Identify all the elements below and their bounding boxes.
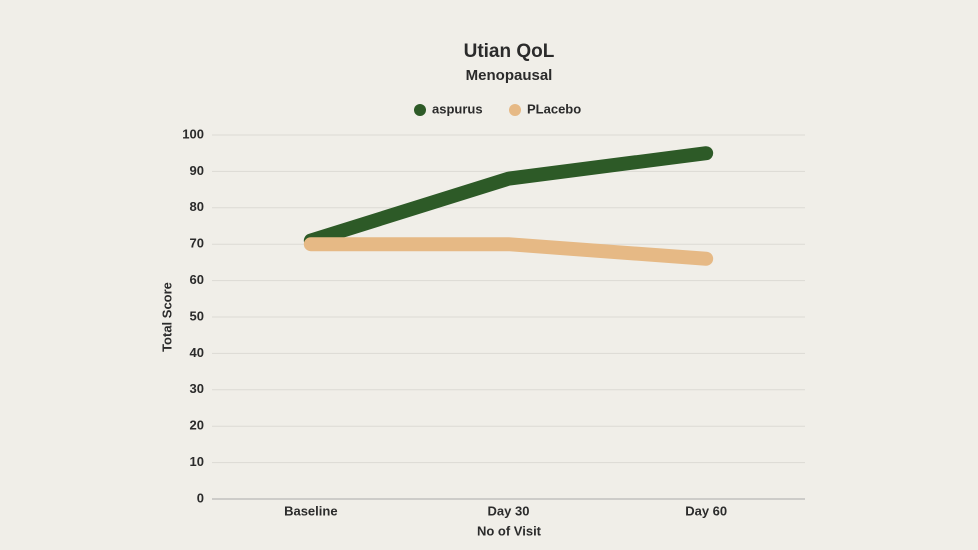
series-line: [303, 146, 714, 248]
y-axis-label: Total Score: [159, 282, 174, 352]
x-axis-label: No of Visit: [477, 523, 542, 538]
legend-marker: [414, 104, 426, 116]
y-tick-label: 30: [190, 381, 204, 396]
y-tick-label: 40: [190, 345, 204, 360]
y-tick-label: 0: [197, 490, 204, 505]
x-tick-label: Day 30: [488, 503, 530, 518]
x-tick-label: Day 60: [685, 503, 727, 518]
legend-marker: [509, 104, 521, 116]
legend-label: PLacebo: [527, 101, 581, 116]
y-tick-label: 60: [190, 272, 204, 287]
y-tick-label: 70: [190, 236, 204, 251]
y-tick-label: 100: [182, 126, 204, 141]
y-tick-label: 50: [190, 308, 204, 323]
y-tick-label: 90: [190, 163, 204, 178]
chart-subtitle: Menopausal: [466, 67, 553, 84]
y-tick-label: 80: [190, 199, 204, 214]
series-line: [303, 237, 714, 266]
legend-label: aspurus: [432, 101, 483, 116]
chart-title: Utian QoL: [464, 41, 555, 62]
y-tick-label: 10: [190, 454, 204, 469]
x-tick-label: Baseline: [284, 503, 337, 518]
y-tick-label: 20: [190, 418, 204, 433]
